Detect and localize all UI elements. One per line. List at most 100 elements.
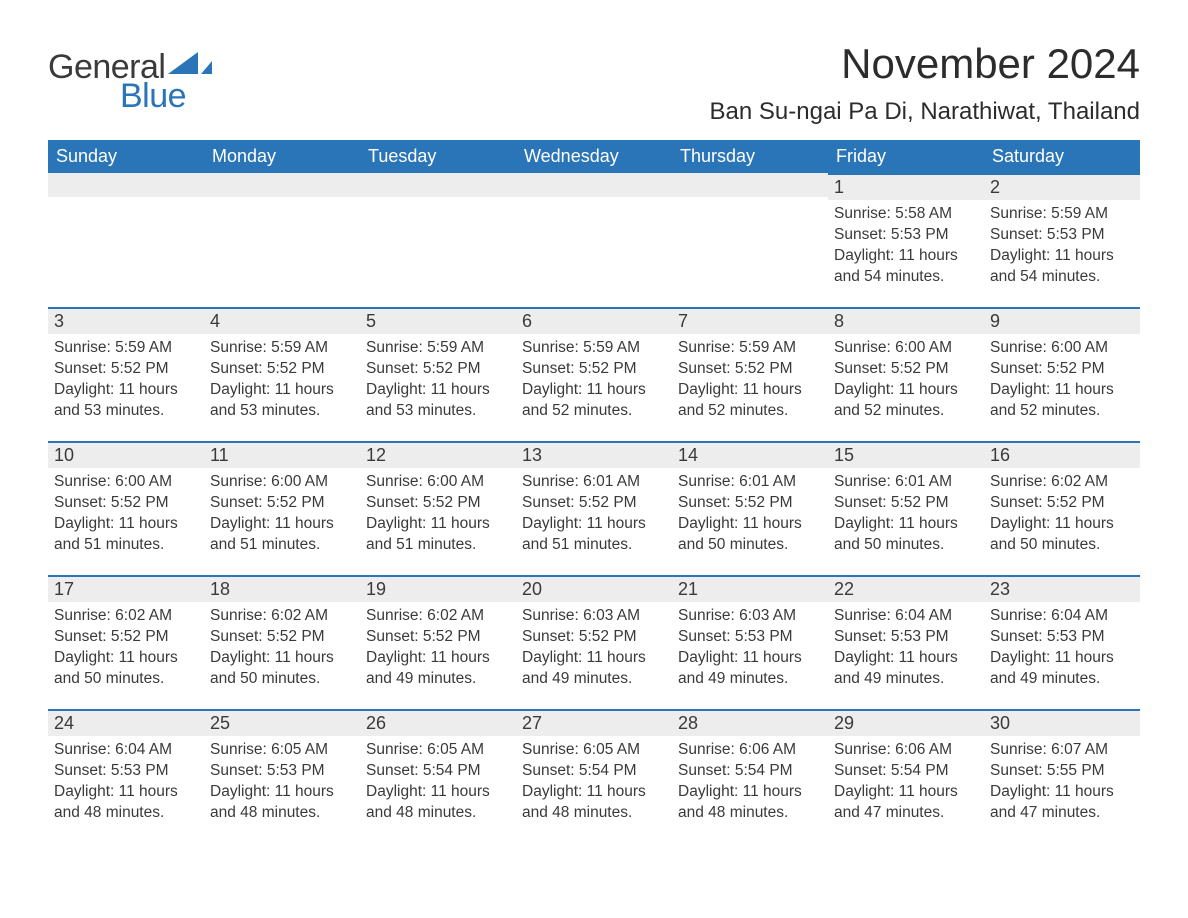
sunrise-line: Sunrise: 6:00 AM	[210, 472, 354, 493]
daylight-line: Daylight: 11 hours and 49 minutes.	[990, 648, 1134, 690]
daylight-line: Daylight: 11 hours and 52 minutes.	[834, 380, 978, 422]
weekday-header: Friday	[828, 140, 984, 173]
day-number: 8	[828, 307, 984, 334]
day-number: 22	[828, 575, 984, 602]
calendar-cell: 3Sunrise: 5:59 AMSunset: 5:52 PMDaylight…	[48, 307, 204, 441]
sunset-line: Sunset: 5:53 PM	[678, 627, 822, 648]
location-subtitle: Ban Su-ngai Pa Di, Narathiwat, Thailand	[710, 98, 1140, 126]
calendar-row: 10Sunrise: 6:00 AMSunset: 5:52 PMDayligh…	[48, 441, 1140, 575]
calendar-cell: 17Sunrise: 6:02 AMSunset: 5:52 PMDayligh…	[48, 575, 204, 709]
day-body: Sunrise: 6:06 AMSunset: 5:54 PMDaylight:…	[672, 736, 828, 834]
calendar-cell: 5Sunrise: 5:59 AMSunset: 5:52 PMDaylight…	[360, 307, 516, 441]
calendar-cell: 13Sunrise: 6:01 AMSunset: 5:52 PMDayligh…	[516, 441, 672, 575]
sunset-line: Sunset: 5:52 PM	[522, 493, 666, 514]
calendar-cell: 18Sunrise: 6:02 AMSunset: 5:52 PMDayligh…	[204, 575, 360, 709]
calendar-cell	[672, 173, 828, 307]
calendar-cell: 9Sunrise: 6:00 AMSunset: 5:52 PMDaylight…	[984, 307, 1140, 441]
calendar-cell: 4Sunrise: 5:59 AMSunset: 5:52 PMDaylight…	[204, 307, 360, 441]
daylight-line: Daylight: 11 hours and 47 minutes.	[834, 782, 978, 824]
day-body: Sunrise: 6:01 AMSunset: 5:52 PMDaylight:…	[672, 468, 828, 566]
weekday-header: Thursday	[672, 140, 828, 173]
sunset-line: Sunset: 5:54 PM	[522, 761, 666, 782]
daylight-line: Daylight: 11 hours and 53 minutes.	[54, 380, 198, 422]
day-body: Sunrise: 6:03 AMSunset: 5:52 PMDaylight:…	[516, 602, 672, 700]
sunset-line: Sunset: 5:53 PM	[990, 627, 1134, 648]
calendar-cell: 21Sunrise: 6:03 AMSunset: 5:53 PMDayligh…	[672, 575, 828, 709]
day-number: 21	[672, 575, 828, 602]
day-body: Sunrise: 5:59 AMSunset: 5:52 PMDaylight:…	[204, 334, 360, 432]
day-number: 18	[204, 575, 360, 602]
sunrise-line: Sunrise: 6:03 AM	[522, 606, 666, 627]
day-body: Sunrise: 6:02 AMSunset: 5:52 PMDaylight:…	[204, 602, 360, 700]
calendar-table: Sunday Monday Tuesday Wednesday Thursday…	[48, 140, 1140, 843]
sunset-line: Sunset: 5:53 PM	[990, 225, 1134, 246]
sunset-line: Sunset: 5:52 PM	[210, 359, 354, 380]
day-number: 1	[828, 173, 984, 200]
daylight-line: Daylight: 11 hours and 49 minutes.	[522, 648, 666, 690]
sunset-line: Sunset: 5:52 PM	[210, 493, 354, 514]
sunrise-line: Sunrise: 5:59 AM	[678, 338, 822, 359]
brand-logo: General Blue	[48, 48, 212, 116]
sunset-line: Sunset: 5:52 PM	[678, 359, 822, 380]
sunrise-line: Sunrise: 6:04 AM	[54, 740, 198, 761]
weekday-header-row: Sunday Monday Tuesday Wednesday Thursday…	[48, 140, 1140, 173]
calendar-cell: 14Sunrise: 6:01 AMSunset: 5:52 PMDayligh…	[672, 441, 828, 575]
calendar-cell: 8Sunrise: 6:00 AMSunset: 5:52 PMDaylight…	[828, 307, 984, 441]
day-body	[360, 197, 516, 211]
day-number: 5	[360, 307, 516, 334]
daylight-line: Daylight: 11 hours and 52 minutes.	[678, 380, 822, 422]
day-body: Sunrise: 6:03 AMSunset: 5:53 PMDaylight:…	[672, 602, 828, 700]
calendar-row: 17Sunrise: 6:02 AMSunset: 5:52 PMDayligh…	[48, 575, 1140, 709]
sunset-line: Sunset: 5:52 PM	[834, 493, 978, 514]
sunset-line: Sunset: 5:54 PM	[366, 761, 510, 782]
day-number	[48, 173, 204, 197]
sunset-line: Sunset: 5:54 PM	[834, 761, 978, 782]
sunset-line: Sunset: 5:52 PM	[522, 359, 666, 380]
sunrise-line: Sunrise: 6:00 AM	[990, 338, 1134, 359]
day-number: 7	[672, 307, 828, 334]
calendar-cell: 19Sunrise: 6:02 AMSunset: 5:52 PMDayligh…	[360, 575, 516, 709]
sunrise-line: Sunrise: 6:00 AM	[366, 472, 510, 493]
day-number: 14	[672, 441, 828, 468]
daylight-line: Daylight: 11 hours and 54 minutes.	[834, 246, 978, 288]
daylight-line: Daylight: 11 hours and 51 minutes.	[210, 514, 354, 556]
weekday-header: Saturday	[984, 140, 1140, 173]
day-number: 15	[828, 441, 984, 468]
calendar-cell: 11Sunrise: 6:00 AMSunset: 5:52 PMDayligh…	[204, 441, 360, 575]
sunrise-line: Sunrise: 6:03 AM	[678, 606, 822, 627]
sunrise-line: Sunrise: 5:59 AM	[522, 338, 666, 359]
calendar-cell: 2Sunrise: 5:59 AMSunset: 5:53 PMDaylight…	[984, 173, 1140, 307]
calendar-row: 3Sunrise: 5:59 AMSunset: 5:52 PMDaylight…	[48, 307, 1140, 441]
sunrise-line: Sunrise: 6:02 AM	[990, 472, 1134, 493]
sunrise-line: Sunrise: 6:01 AM	[834, 472, 978, 493]
calendar-cell: 6Sunrise: 5:59 AMSunset: 5:52 PMDaylight…	[516, 307, 672, 441]
day-body: Sunrise: 6:05 AMSunset: 5:53 PMDaylight:…	[204, 736, 360, 834]
calendar-cell	[360, 173, 516, 307]
daylight-line: Daylight: 11 hours and 48 minutes.	[678, 782, 822, 824]
daylight-line: Daylight: 11 hours and 52 minutes.	[522, 380, 666, 422]
calendar-cell: 25Sunrise: 6:05 AMSunset: 5:53 PMDayligh…	[204, 709, 360, 843]
day-body: Sunrise: 6:04 AMSunset: 5:53 PMDaylight:…	[984, 602, 1140, 700]
day-body: Sunrise: 5:58 AMSunset: 5:53 PMDaylight:…	[828, 200, 984, 298]
daylight-line: Daylight: 11 hours and 50 minutes.	[678, 514, 822, 556]
calendar-cell: 24Sunrise: 6:04 AMSunset: 5:53 PMDayligh…	[48, 709, 204, 843]
day-body: Sunrise: 5:59 AMSunset: 5:52 PMDaylight:…	[360, 334, 516, 432]
day-body: Sunrise: 6:05 AMSunset: 5:54 PMDaylight:…	[516, 736, 672, 834]
day-body	[672, 197, 828, 211]
calendar-cell: 26Sunrise: 6:05 AMSunset: 5:54 PMDayligh…	[360, 709, 516, 843]
calendar-cell: 15Sunrise: 6:01 AMSunset: 5:52 PMDayligh…	[828, 441, 984, 575]
sunrise-line: Sunrise: 6:06 AM	[678, 740, 822, 761]
calendar-cell	[516, 173, 672, 307]
calendar-cell: 16Sunrise: 6:02 AMSunset: 5:52 PMDayligh…	[984, 441, 1140, 575]
day-number: 30	[984, 709, 1140, 736]
sunrise-line: Sunrise: 6:04 AM	[834, 606, 978, 627]
day-number	[204, 173, 360, 197]
sunrise-line: Sunrise: 6:02 AM	[54, 606, 198, 627]
day-body: Sunrise: 6:01 AMSunset: 5:52 PMDaylight:…	[828, 468, 984, 566]
page-title: November 2024	[710, 40, 1140, 88]
day-number: 17	[48, 575, 204, 602]
daylight-line: Daylight: 11 hours and 47 minutes.	[990, 782, 1134, 824]
day-number: 10	[48, 441, 204, 468]
sunrise-line: Sunrise: 6:07 AM	[990, 740, 1134, 761]
title-block: November 2024 Ban Su-ngai Pa Di, Narathi…	[710, 40, 1140, 136]
